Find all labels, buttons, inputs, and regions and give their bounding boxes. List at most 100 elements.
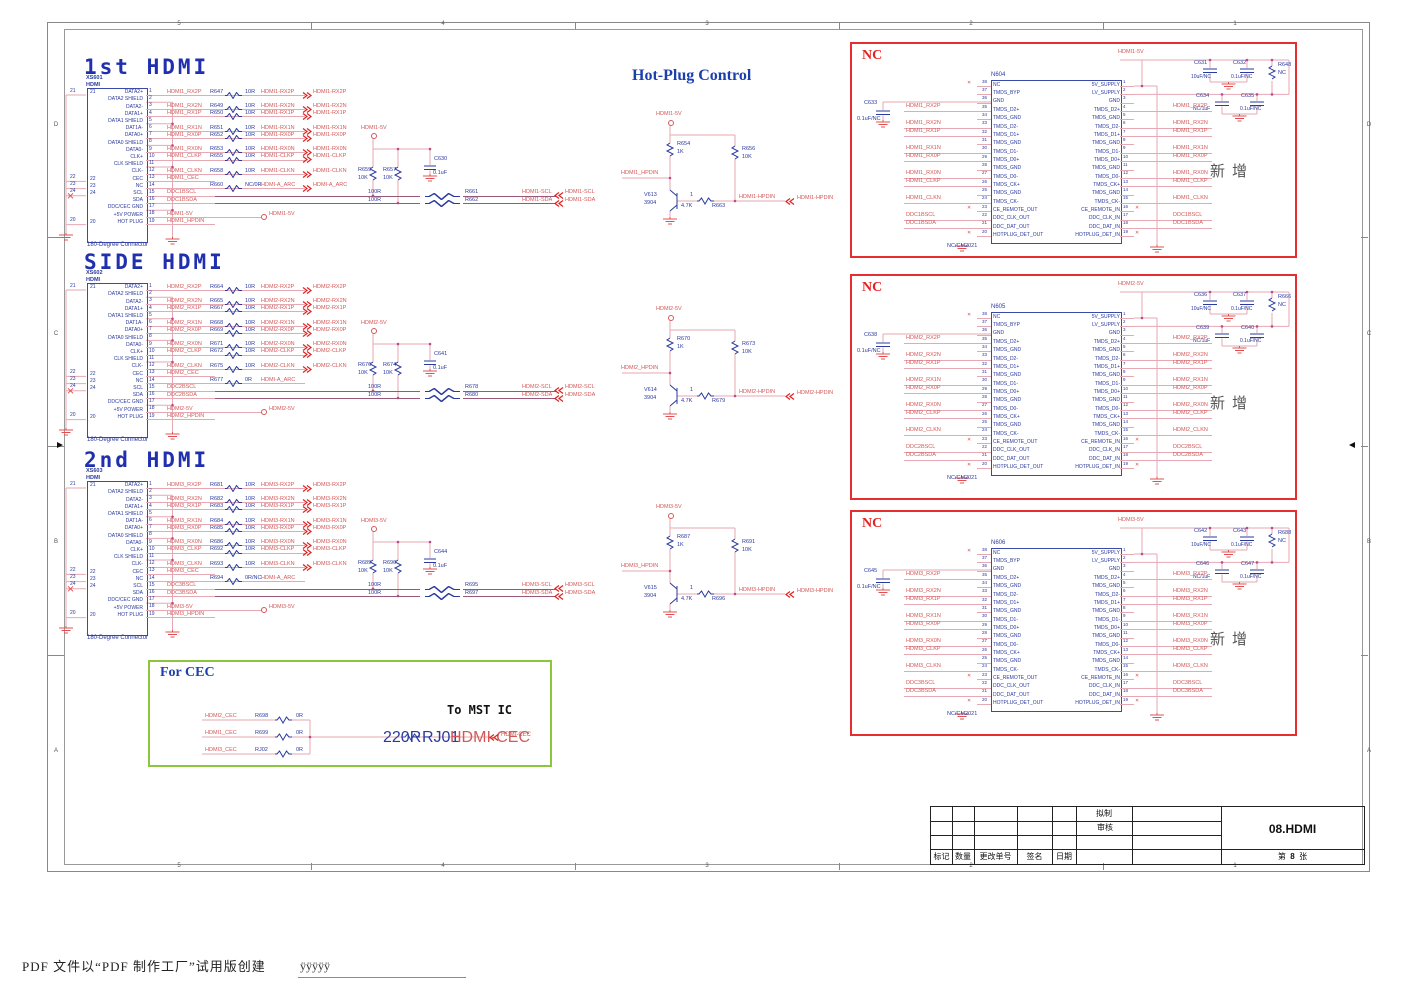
- connector-pin-row: DATA2 SHIELD: [87, 292, 146, 299]
- resistor-value: 4.7K: [681, 397, 693, 404]
- pin-name: 5V_SUPPLY: [1091, 313, 1120, 320]
- signal-row: 4 HDMI2_RX1P R667 10R HDMI2-RX1P HDMI2-R…: [146, 305, 808, 316]
- titleblock-review-label: 审核: [1097, 823, 1113, 832]
- wire: [215, 502, 305, 504]
- chevron-right-icon: [302, 134, 312, 142]
- pin-number: 31: [981, 604, 987, 610]
- net-label-in: HDMI1_CLKP: [167, 153, 202, 160]
- capacitor-value: 0.1uF: [433, 365, 448, 371]
- no-connect-icon: ✕: [967, 437, 972, 444]
- pin-number: 13: [1123, 410, 1129, 416]
- resistor-symbol: [425, 387, 460, 395]
- pin-number: 3: [149, 297, 152, 304]
- net-label-in: HDMI2_CEC: [205, 712, 237, 719]
- resistor-refdes: R652: [210, 131, 224, 138]
- pin-number: 17: [1123, 680, 1129, 686]
- wire: [215, 567, 305, 569]
- wire: [1134, 359, 1212, 361]
- net-label-out: HDMI-A_ARC: [261, 182, 296, 189]
- section-title: 1st HDMI: [84, 55, 210, 79]
- pin-name: TMDS_GND: [993, 190, 1022, 197]
- zone-letter: D: [1366, 122, 1372, 128]
- signal-row: 16 DDC3BSDA 100R: [146, 589, 808, 600]
- wire: [1134, 152, 1212, 154]
- connector-footnote: 180-Degree Connector: [87, 242, 149, 248]
- pdf-trial-note: PDF 文件以“PDF 制作工厂”试用版创建: [22, 959, 266, 974]
- connector-pin-row: 23 NC: [87, 378, 146, 385]
- pin-name: DATA0+: [124, 327, 143, 334]
- pin-number: 1: [149, 283, 152, 289]
- wire: [1134, 695, 1212, 697]
- annotation-new: 新增: [1210, 163, 1255, 180]
- wire: [215, 552, 305, 554]
- wire: [977, 111, 991, 113]
- net-label-chevron: HDMI3-RX1P: [313, 503, 347, 510]
- wire: [146, 617, 215, 619]
- pin-number: 37: [981, 86, 987, 92]
- pin-number: 5: [149, 116, 152, 123]
- net-label-chevron: HDMI2-CLKN: [313, 362, 347, 369]
- pin-number: 18: [1123, 452, 1129, 458]
- pin-name: CE_REMOTE_OUT: [993, 207, 1038, 214]
- net-label-out: HDMI2-CLKP: [261, 348, 295, 355]
- pin-name: TMDS_D1+: [993, 599, 1020, 606]
- resistor-value: 10R: [245, 348, 256, 355]
- connector-pin-row: DATA2 SHIELD: [87, 97, 146, 104]
- connector-pin-row: +5V POWER: [87, 212, 146, 219]
- signal-row: 3 HDMI2_RX2N R665 10R HDMI2-RX2N HDMI2-R…: [146, 297, 808, 309]
- wire: [146, 419, 215, 421]
- pin-number: 4: [149, 109, 152, 116]
- connector-pin-row: DATA0+: [87, 526, 146, 533]
- resistor-symbol: [225, 484, 242, 492]
- section-wiring-svg: [59, 289, 785, 440]
- pin-number: 16: [1123, 435, 1129, 441]
- pin-number: 25: [981, 187, 987, 193]
- resistor-value: 10R: [245, 341, 256, 348]
- wire: [904, 161, 977, 163]
- ic-pin-row: 31 8 TMDS_GND TMDS_GND: [977, 604, 1267, 616]
- net-label-in: HDMI1_RX1N: [906, 145, 941, 151]
- net-label-in: HDMI3_RX2N: [167, 495, 202, 502]
- ic-pin-row: 21 18 DDC_DAT_OUT DDC_DAT_IN DDC3BSDA DD…: [904, 688, 1267, 700]
- transistor-part: 3904: [644, 394, 657, 401]
- wire: [463, 202, 556, 204]
- connector-pin-row: DATA0 SHIELD: [87, 533, 146, 540]
- resistor-value: 10R: [245, 283, 256, 290]
- chevron-right-icon: [302, 498, 312, 506]
- connector-pin-rows: 21 DATA2+ DATA2 SHIELD DATA2- DATA1+ DAT…: [87, 250, 146, 450]
- net-label-out: HDMI3-SDA: [522, 589, 553, 596]
- wire: [1120, 670, 1134, 672]
- resistor-refdes: R656: [742, 146, 756, 152]
- pin-number: 20: [70, 610, 76, 617]
- pin-number: 9: [149, 538, 152, 545]
- pin-name: TMDS_CK+: [1093, 181, 1120, 188]
- resistor-refdes: R681: [210, 481, 224, 488]
- resistor-refdes: R676: [358, 362, 372, 368]
- pin-number: 10: [149, 152, 155, 159]
- resistor-value: 10K: [383, 174, 393, 181]
- resistor-refdes: R687: [677, 534, 691, 540]
- net-label-in: DDC1BSCL: [167, 189, 197, 196]
- chevron-right-icon: [302, 520, 312, 528]
- capacitor-refdes: C634: [1196, 93, 1210, 99]
- wire: [463, 397, 556, 399]
- wire: [977, 211, 991, 213]
- net-label-out: DDC3BSDA: [1173, 688, 1203, 695]
- pin-number: 14: [149, 574, 155, 581]
- pin-number: 34: [981, 111, 987, 117]
- ic-pin-row: 29 10 TMDS_D0+ TMDS_D0+ HDMI3_RX0P HDMI3…: [904, 622, 1267, 633]
- resistor-pin-number: 1: [690, 192, 694, 198]
- pin-name: HOTPLUG_DET_IN: [1075, 464, 1120, 471]
- resistor-value: 10R: [245, 524, 256, 531]
- net-label-in: HDMI3_RX0N: [906, 638, 941, 645]
- zone-tick: [575, 863, 576, 870]
- pin-number: 20: [70, 412, 76, 419]
- signal-row: 6 HDMI1_RX1N R651 10R HDMI1-RX1N HDMI1-R…: [146, 125, 808, 135]
- pin-number: 19: [1123, 228, 1129, 234]
- net-label-in: HDMI2_RX0P: [906, 385, 941, 392]
- pin-name: TMDS_GND: [1091, 115, 1120, 122]
- wire: [977, 401, 991, 403]
- wire: [977, 152, 991, 154]
- resistor-symbol: [225, 499, 242, 507]
- power-port-icon: [261, 607, 267, 614]
